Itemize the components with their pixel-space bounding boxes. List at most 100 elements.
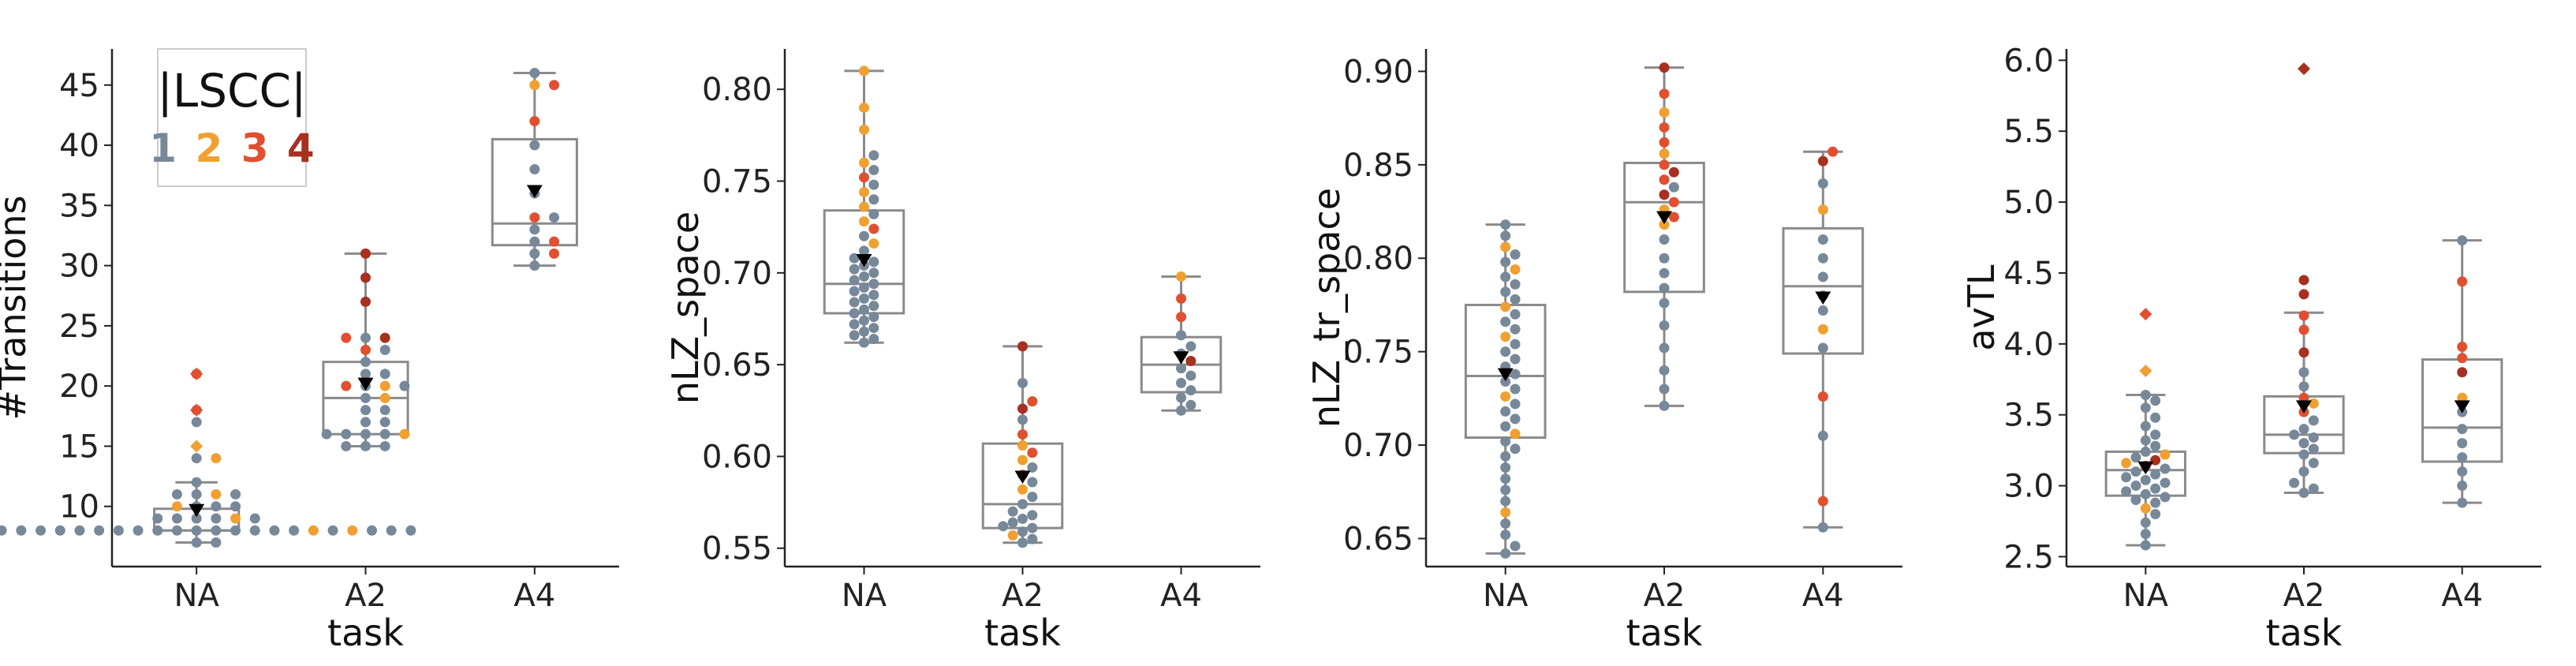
x-tick-label: A4 xyxy=(2441,578,2483,614)
data-point xyxy=(859,271,869,282)
data-point xyxy=(1185,341,1197,352)
mean-marker xyxy=(1497,368,1514,382)
data-point xyxy=(859,201,869,212)
data-point xyxy=(2150,395,2161,406)
data-point xyxy=(1817,178,1828,189)
data-point xyxy=(191,369,202,380)
data-point xyxy=(133,525,144,536)
data-point xyxy=(859,186,869,197)
data-point xyxy=(859,230,869,241)
data-point xyxy=(2457,276,2468,287)
y-tick-label: 2.5 xyxy=(2003,539,2054,575)
data-point xyxy=(1017,537,1028,548)
mean-marker xyxy=(1815,291,1831,305)
data-point xyxy=(1659,400,1670,411)
data-point xyxy=(1185,399,1197,410)
data-point xyxy=(529,140,540,151)
data-point xyxy=(171,488,182,500)
data-point xyxy=(379,332,390,343)
data-point xyxy=(2308,432,2319,443)
data-point xyxy=(379,417,390,428)
data-point xyxy=(249,513,260,524)
data-point xyxy=(1659,62,1670,73)
data-point xyxy=(1176,392,1186,403)
data-point xyxy=(1510,354,1521,365)
outlier-marker xyxy=(2298,62,2310,76)
data-point xyxy=(1500,376,1511,387)
data-point xyxy=(327,525,338,536)
data-point xyxy=(1659,320,1670,331)
data-point xyxy=(849,286,860,297)
data-point xyxy=(113,525,124,536)
data-point xyxy=(360,428,371,440)
legend-entries: 1 2 3 4 xyxy=(149,125,314,171)
data-point xyxy=(2308,483,2319,494)
data-point xyxy=(2298,488,2309,499)
x-tick-label: A2 xyxy=(1002,578,1043,614)
data-point xyxy=(849,330,860,341)
data-point xyxy=(2160,463,2171,474)
data-point xyxy=(1500,473,1511,485)
data-point xyxy=(849,297,860,308)
data-point xyxy=(1668,211,1679,223)
data-point xyxy=(1659,148,1670,159)
data-point xyxy=(1817,342,1828,354)
data-point xyxy=(1659,253,1670,264)
data-point xyxy=(1176,271,1186,282)
data-point xyxy=(2150,412,2161,423)
data-point xyxy=(191,417,202,428)
data-point xyxy=(859,124,869,135)
data-point xyxy=(1027,533,1038,544)
data-point xyxy=(1817,204,1828,215)
data-point xyxy=(2140,540,2151,551)
data-point xyxy=(1659,137,1670,148)
data-point xyxy=(2130,452,2141,463)
data-point xyxy=(2140,390,2151,401)
data-point xyxy=(211,488,222,500)
data-point xyxy=(1668,166,1679,178)
data-point xyxy=(2150,509,2161,520)
data-point xyxy=(1510,541,1521,552)
data-point xyxy=(1027,462,1038,473)
y-tick-label: 0.70 xyxy=(1343,428,1413,464)
data-point xyxy=(249,525,260,536)
data-point xyxy=(849,253,860,264)
data-point xyxy=(998,521,1009,532)
mean-marker xyxy=(1173,351,1189,365)
y-tick-label: 6.0 xyxy=(2003,43,2054,79)
data-point xyxy=(211,453,222,464)
y-tick-label: 35 xyxy=(59,188,99,224)
data-point xyxy=(269,525,280,536)
data-point xyxy=(191,405,202,416)
data-point xyxy=(399,380,410,391)
data-point xyxy=(1659,174,1670,185)
data-point xyxy=(868,194,879,205)
data-point xyxy=(1659,189,1670,200)
data-point xyxy=(341,440,352,451)
data-point xyxy=(2308,443,2319,455)
x-axis-label: task xyxy=(984,612,1061,654)
data-point xyxy=(360,369,371,380)
data-point xyxy=(230,525,241,536)
x-axis-label: task xyxy=(1626,612,1703,654)
data-point xyxy=(868,290,879,301)
data-point xyxy=(2298,466,2309,477)
y-tick-label: 3.5 xyxy=(2003,398,2054,434)
data-point xyxy=(2457,424,2468,435)
data-point xyxy=(2140,435,2151,446)
mean-marker xyxy=(1014,470,1031,485)
data-point xyxy=(2457,466,2468,477)
data-point xyxy=(1817,234,1828,245)
data-point xyxy=(1017,414,1028,425)
data-point xyxy=(1659,122,1670,133)
legend: |LSCC| 1 2 3 4 xyxy=(149,48,315,187)
data-point xyxy=(2457,392,2468,403)
data-point xyxy=(529,224,540,235)
data-point xyxy=(1027,522,1038,533)
y-axis-label: #Transitions xyxy=(0,196,34,421)
x-tick-label: A2 xyxy=(2283,578,2325,614)
data-point xyxy=(1510,369,1521,380)
data-point xyxy=(1510,249,1521,260)
data-point xyxy=(2289,477,2300,488)
data-point xyxy=(2140,488,2151,500)
